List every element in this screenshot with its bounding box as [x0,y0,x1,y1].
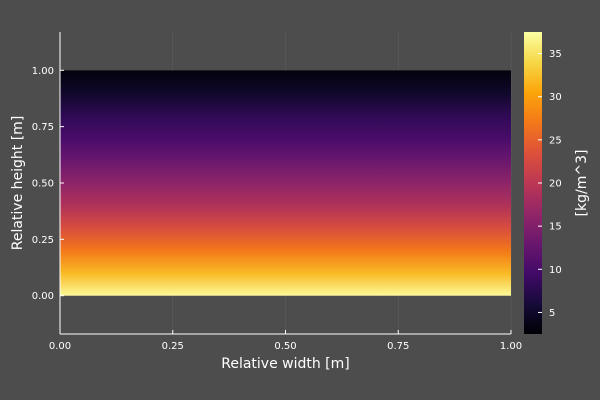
y-tick-label-1: 0.25 [32,235,54,246]
y-tick-label-4: 1.00 [32,66,54,77]
colorbar-tick-label-3: 20 [549,179,562,190]
colorbar-label: [kg/m^3] [574,150,590,217]
colorbar [524,32,542,334]
x-tick-label-3: 0.75 [387,341,409,352]
colorbar-tick-label-2: 15 [549,222,562,233]
x-axis-label: Relative width [m] [221,356,350,372]
colorbar-tick-label-4: 25 [549,135,562,146]
colorbar-ticks: 5 10 15 20 25 30 35 [538,49,562,319]
x-tick-label-0: 0.00 [49,341,71,352]
y-tick-label-2: 0.50 [32,179,54,190]
heatmap-field [60,70,511,296]
colorbar-tick-label-0: 5 [549,308,555,319]
x-tick-label-1: 0.25 [162,341,184,352]
colorbar-tick-label-5: 30 [549,92,562,103]
colorbar-tick-label-6: 35 [549,49,562,60]
colorbar-tick-label-1: 10 [549,265,562,276]
x-tick-label-4: 1.00 [500,341,522,352]
y-tick-label-3: 0.75 [32,122,54,133]
x-tick-label-2: 0.50 [274,341,296,352]
y-axis-label: Relative height [m] [10,116,26,251]
y-tick-label-0: 0.00 [32,291,54,302]
axes: 0.00 0.25 0.50 0.75 1.00 0.00 0.25 0.50 0.75 1.00 [32,32,522,352]
